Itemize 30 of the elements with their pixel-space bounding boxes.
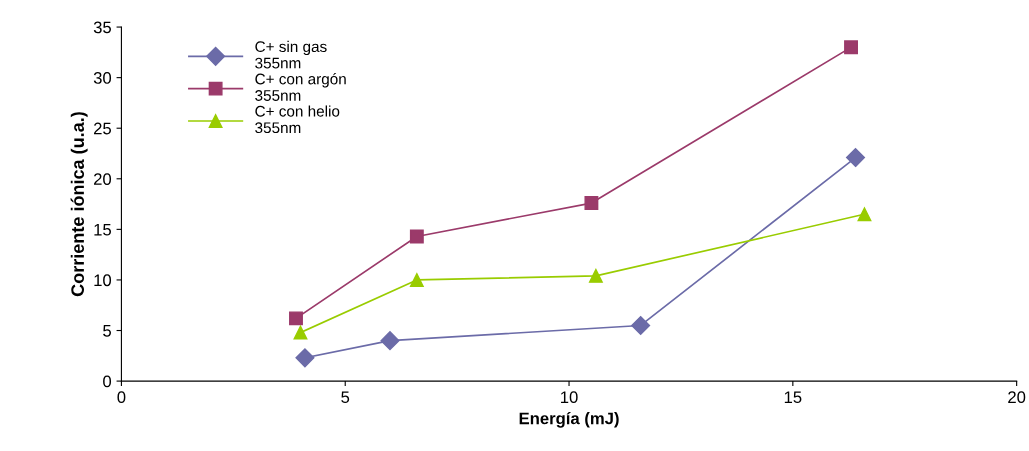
point [631,315,651,335]
point [584,196,599,211]
point [295,348,315,368]
y-axis-title: Corriente iónica (u.a.) [70,112,88,297]
point [845,148,866,168]
legend-label: C+ con helio 355nm [255,105,340,134]
point [588,268,603,283]
point [289,311,303,326]
y-tick-label: 35 [93,21,111,34]
point [409,229,424,244]
y-tick-label: 15 [94,223,111,236]
point [293,325,308,340]
y-tick-label: 25 [94,122,111,135]
y-tick-label: 30 [93,72,112,84]
point [409,272,424,287]
x-axis-title: Energía (mJ) [519,411,619,428]
y-tick-label: 20 [94,173,112,185]
x-tick-label: 20 [1008,391,1026,404]
x-tick-label: 10 [561,391,578,404]
x-tick-label: 0 [117,391,126,404]
point [380,331,400,351]
x-tick-label: 5 [341,391,350,404]
y-tick-label: 10 [94,274,112,287]
x-tick-label: 15 [784,391,802,404]
legend-label: C+ con argón 355nm [255,73,346,101]
y-tick-label: 5 [103,325,111,337]
legend-label: C+ sin gas 355nm [255,40,327,69]
point [844,40,858,55]
point [857,207,872,222]
y-tick-label: 0 [103,375,112,388]
